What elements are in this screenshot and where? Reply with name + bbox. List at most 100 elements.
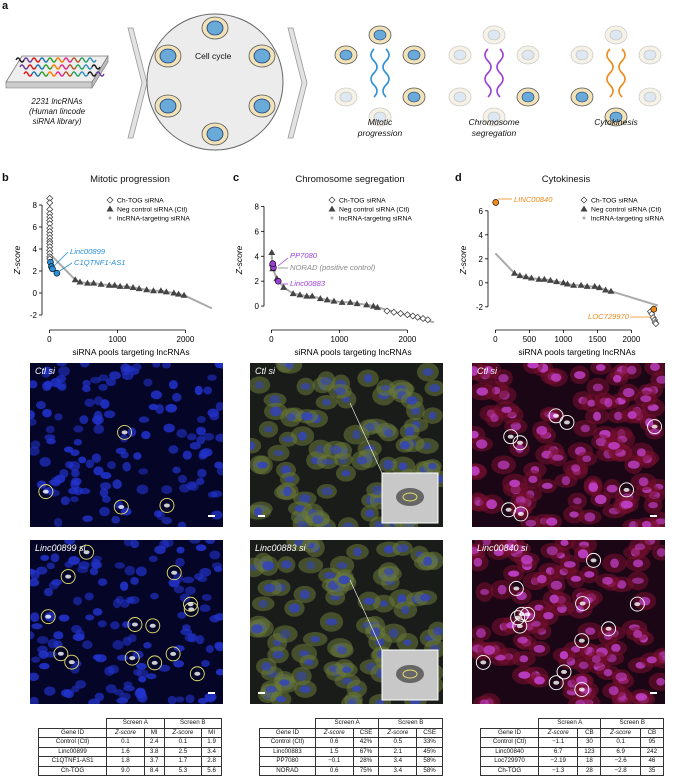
nucleus — [91, 453, 102, 463]
nucleus — [98, 383, 108, 391]
neg-control-point — [570, 281, 578, 288]
nucleus — [516, 591, 527, 601]
legend-label: Ch-TOG siRNA — [117, 198, 164, 205]
nucleus — [613, 374, 622, 383]
lncrna-curve — [494, 252, 659, 307]
nucleus — [161, 485, 173, 494]
nucleus — [550, 373, 562, 382]
nucleus — [627, 411, 637, 419]
nucleus — [35, 401, 46, 410]
column-header: MI — [143, 727, 165, 738]
nucleus — [519, 655, 529, 663]
table-cell: 3.7 — [143, 756, 165, 767]
table-segregation: Screen A Screen B Gene ID Z-score CSE Z-score… — [259, 718, 443, 776]
highlight-point — [492, 199, 500, 206]
neg-control-point — [123, 282, 131, 289]
column-header: Z-score — [314, 727, 354, 738]
nucleus — [379, 600, 388, 607]
mitotic-cell — [651, 424, 658, 429]
nucleus — [105, 377, 117, 387]
neg-control-point — [308, 292, 316, 299]
nucleus — [591, 655, 601, 664]
mitotic-cell — [578, 638, 585, 643]
table-cell: 9.0 — [106, 765, 145, 776]
nucleus-icon — [643, 49, 657, 61]
neg-control-point — [76, 278, 84, 285]
nucleus — [84, 398, 95, 407]
nucleus — [38, 650, 49, 659]
nucleus — [401, 605, 410, 615]
nucleus — [497, 460, 510, 470]
nucleus — [70, 496, 79, 503]
nucleus — [158, 664, 171, 672]
neg-control-point — [363, 301, 371, 308]
chtog-point — [403, 311, 411, 319]
neg-control-point — [316, 295, 324, 302]
nucleus — [175, 557, 185, 567]
image-label: Ctl si — [35, 366, 55, 376]
column-header: Gene ID — [479, 727, 540, 738]
nucleus — [296, 671, 307, 682]
table-cell: 123 — [577, 746, 602, 757]
nucleus-icon — [487, 111, 501, 123]
nucleus — [93, 424, 105, 434]
scale-bar — [208, 692, 215, 694]
nucleus — [428, 411, 437, 420]
x-tick-label: 0 — [47, 335, 52, 344]
table-cell: 242 — [639, 746, 665, 757]
nucleus — [203, 386, 213, 395]
legend-label: Neg control siRNA (Ctl) — [117, 207, 187, 214]
nucleus — [472, 466, 480, 476]
nucleus-icon — [159, 48, 177, 64]
nucleus — [531, 620, 541, 627]
nucleus — [182, 450, 192, 460]
nucleus — [173, 585, 185, 594]
nucleus — [133, 668, 142, 676]
nucleus — [99, 506, 110, 517]
nucleus — [351, 685, 362, 692]
table-cell: 67% — [352, 746, 380, 757]
table-cell: Control (Ctl) — [37, 737, 108, 748]
nucleus — [301, 412, 313, 421]
nucleus — [490, 413, 499, 423]
nucleus — [185, 694, 195, 704]
nucleus — [37, 636, 49, 644]
table-cell: Linc00840 — [479, 746, 540, 757]
nucleus — [560, 540, 569, 546]
nucleus — [30, 380, 38, 389]
nucleus — [199, 567, 212, 577]
mitotic-cell — [513, 586, 520, 591]
nucleus-icon — [521, 49, 535, 61]
nucleus — [606, 484, 618, 493]
nucleus — [120, 433, 129, 443]
neg-control-point — [180, 291, 188, 298]
table-cell: 3.8 — [143, 746, 165, 757]
y-tick-label: 4 — [479, 231, 484, 240]
nucleus — [648, 501, 659, 509]
nucleus — [298, 493, 311, 504]
nucleus — [211, 562, 223, 570]
table-cell: Ch-TOG — [37, 765, 108, 776]
nucleus-icon — [253, 48, 271, 64]
nucleus — [177, 611, 187, 619]
chart-cytokinesis: -2 0 2 4 6 0 500 1000 1500 2000 siRNA pools target… — [458, 195, 664, 357]
nucleus — [520, 554, 533, 565]
mitotic-cell — [579, 601, 586, 606]
x-tick-label: 500 — [523, 335, 537, 344]
y-tick-label: 6 — [255, 227, 260, 236]
nucleus — [93, 466, 104, 476]
legend-label: Ch-TOG siRNA — [591, 198, 638, 205]
nucleus — [646, 656, 657, 664]
nucleus — [196, 416, 206, 423]
nucleus — [537, 574, 547, 584]
nucleus — [472, 546, 479, 555]
nucleus — [146, 673, 157, 680]
nucleus-icon — [487, 29, 501, 41]
nucleus — [356, 456, 368, 465]
nucleus — [111, 515, 121, 524]
y-tick-label: 4 — [255, 252, 260, 261]
chtog-point — [424, 316, 432, 324]
nucleus — [498, 374, 509, 383]
nucleus — [186, 433, 197, 441]
table-cell: 35 — [639, 765, 665, 776]
